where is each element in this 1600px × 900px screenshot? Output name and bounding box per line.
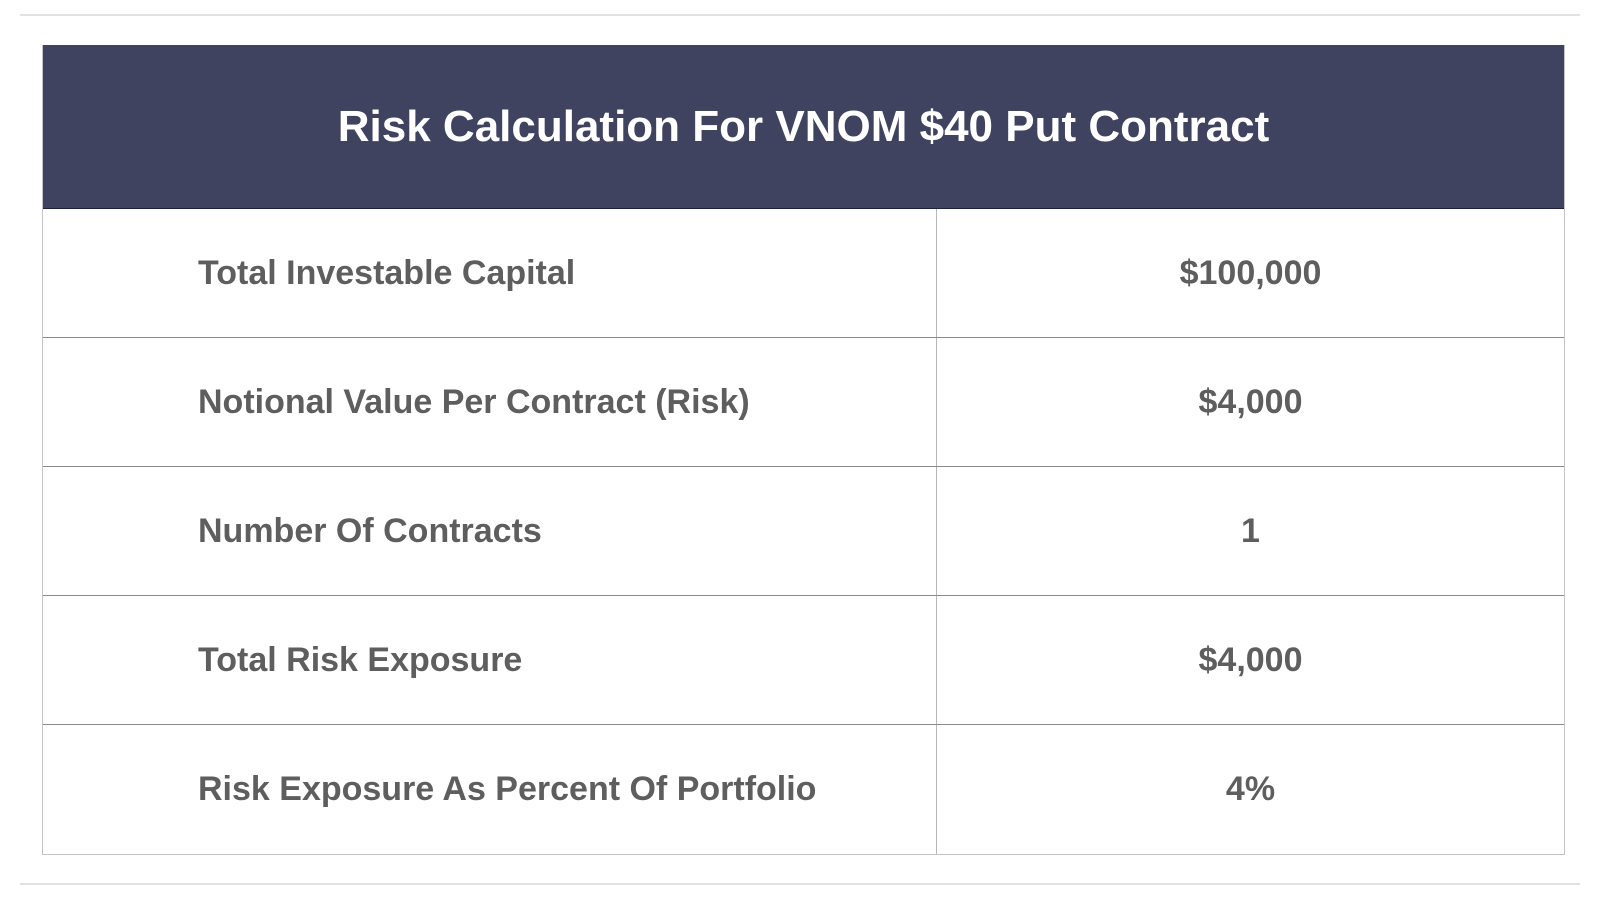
table-row: Number Of Contracts 1: [43, 467, 1564, 596]
table-row: Risk Exposure As Percent Of Portfolio 4%: [43, 725, 1564, 854]
row-label: Risk Exposure As Percent Of Portfolio: [43, 725, 937, 854]
table-row: Total Risk Exposure $4,000: [43, 596, 1564, 725]
row-value: $4,000: [1198, 382, 1303, 421]
row-value: $4,000: [1198, 640, 1303, 679]
bottom-divider: [20, 883, 1580, 885]
top-divider: [20, 14, 1580, 16]
risk-calculation-table: Risk Calculation For VNOM $40 Put Contra…: [42, 45, 1565, 855]
row-value: 4%: [1225, 770, 1276, 808]
row-label: Total Investable Capital: [43, 209, 937, 337]
row-value: 1: [1241, 511, 1260, 550]
row-label: Notional Value Per Contract (Risk): [43, 338, 937, 466]
table-row: Total Investable Capital $100,000: [43, 209, 1564, 338]
table-row: Notional Value Per Contract (Risk) $4,000: [43, 338, 1564, 467]
table-title: Risk Calculation For VNOM $40 Put Contra…: [43, 45, 1564, 209]
row-label: Number Of Contracts: [43, 467, 937, 595]
row-value: $100,000: [1179, 253, 1322, 292]
row-label: Total Risk Exposure: [43, 596, 937, 724]
